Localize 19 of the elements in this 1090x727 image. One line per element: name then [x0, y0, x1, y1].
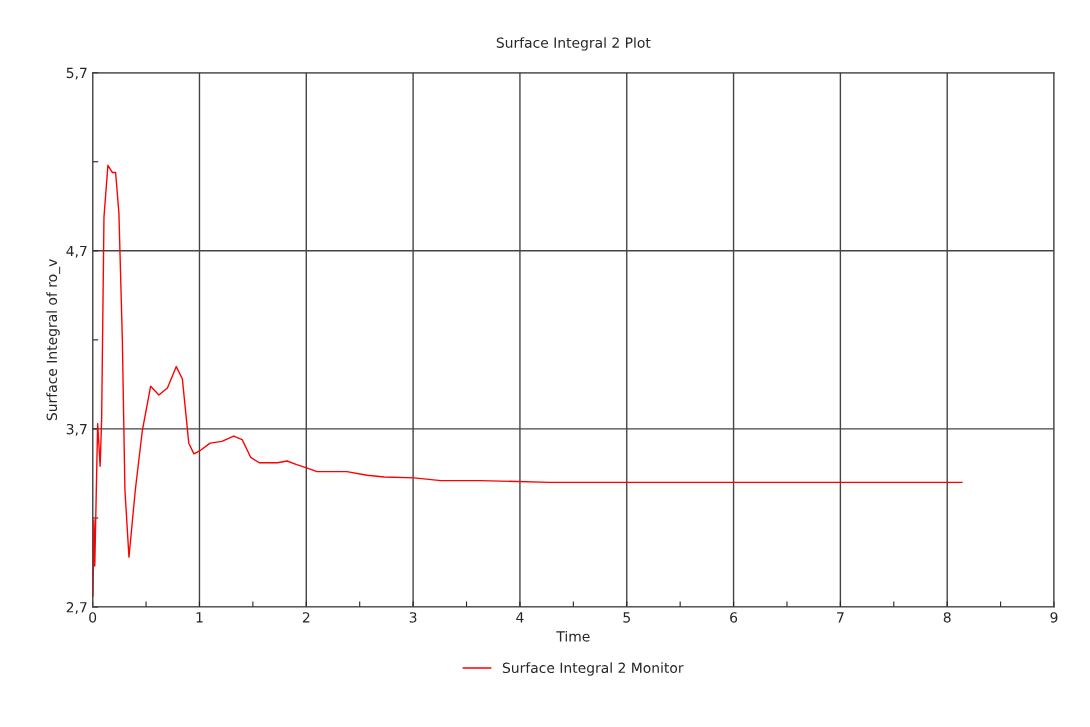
- x-tick-label: 8: [943, 612, 951, 623]
- x-axis-title: Time: [556, 630, 590, 642]
- y-tick-label: 2,7: [66, 602, 87, 614]
- y-tick-label: 4,7: [66, 245, 87, 258]
- x-tick-label: 1: [196, 612, 203, 623]
- legend-label: Surface Integral 2 Monitor: [502, 662, 684, 676]
- x-tick-label: 9: [1050, 612, 1058, 623]
- chart-title: Surface Integral 2 Plot: [496, 37, 651, 51]
- x-tick-label: 5: [623, 612, 630, 623]
- y-tick-label: 5,7: [66, 67, 87, 80]
- line-series: [92, 164, 963, 598]
- x-tick-label: 2: [302, 612, 310, 623]
- x-tick-label: 0: [89, 612, 97, 623]
- x-tick-label: 7: [837, 612, 844, 623]
- x-tick-label: 4: [516, 612, 524, 623]
- x-tick-label: 6: [730, 612, 738, 623]
- x-tick-label: 3: [409, 612, 417, 623]
- y-axis-title: Surface Integral of ro_v: [46, 259, 61, 421]
- y-tick-label: 3,7: [66, 423, 87, 436]
